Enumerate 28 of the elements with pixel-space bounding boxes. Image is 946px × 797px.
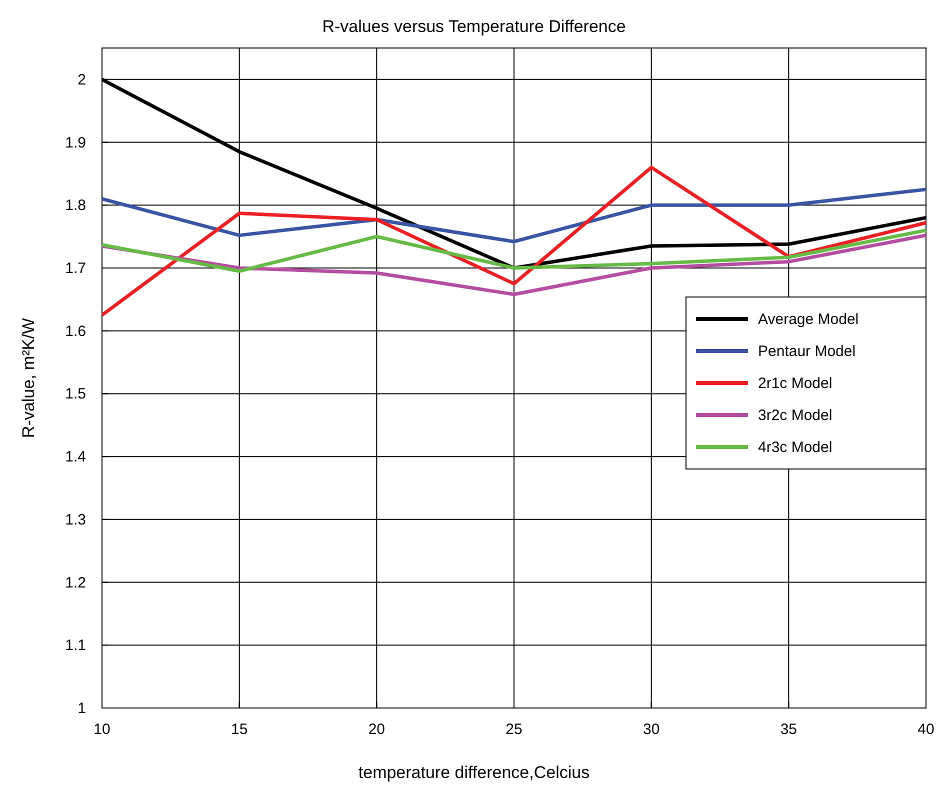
x-tick-label: 25 xyxy=(506,721,522,738)
y-tick-label: 2 xyxy=(78,71,86,88)
x-tick-label: 35 xyxy=(780,721,798,738)
y-tick-label: 1.3 xyxy=(65,511,86,528)
y-tick-label: 1.9 xyxy=(65,134,86,152)
x-tick-label: 15 xyxy=(230,721,248,738)
line-series xyxy=(100,228,928,273)
y-tick-label: 1.6 xyxy=(65,322,86,340)
y-axis-title: R-value, m²K/W xyxy=(19,318,38,438)
y-tick-label: 1.4 xyxy=(65,448,86,466)
legend-label: 2r1c Model xyxy=(758,375,832,392)
legend-label: Average Model xyxy=(758,311,859,328)
line-series xyxy=(100,188,928,244)
chart-title: R-values versus Temperature Difference xyxy=(322,17,626,36)
y-tick-label: 1.5 xyxy=(65,386,86,403)
x-tick-label: 20 xyxy=(368,721,386,738)
legend-label: 4r3c Model xyxy=(758,439,832,456)
legend-label: 3r2c Model xyxy=(758,407,832,424)
y-tick-label: 1.8 xyxy=(65,197,86,214)
x-tick-label: 30 xyxy=(642,721,660,738)
y-tick-label: 1.2 xyxy=(65,574,86,592)
x-tick-label: 40 xyxy=(918,721,934,738)
y-tick-label: 1.7 xyxy=(65,260,86,277)
x-tick-label: 10 xyxy=(94,721,110,738)
legend-label: Pentaur Model xyxy=(758,343,856,360)
y-tick-label: 1.1 xyxy=(65,637,86,654)
y-tick-label: 1 xyxy=(78,700,86,717)
x-axis-title: temperature difference,Celcius xyxy=(358,763,590,782)
